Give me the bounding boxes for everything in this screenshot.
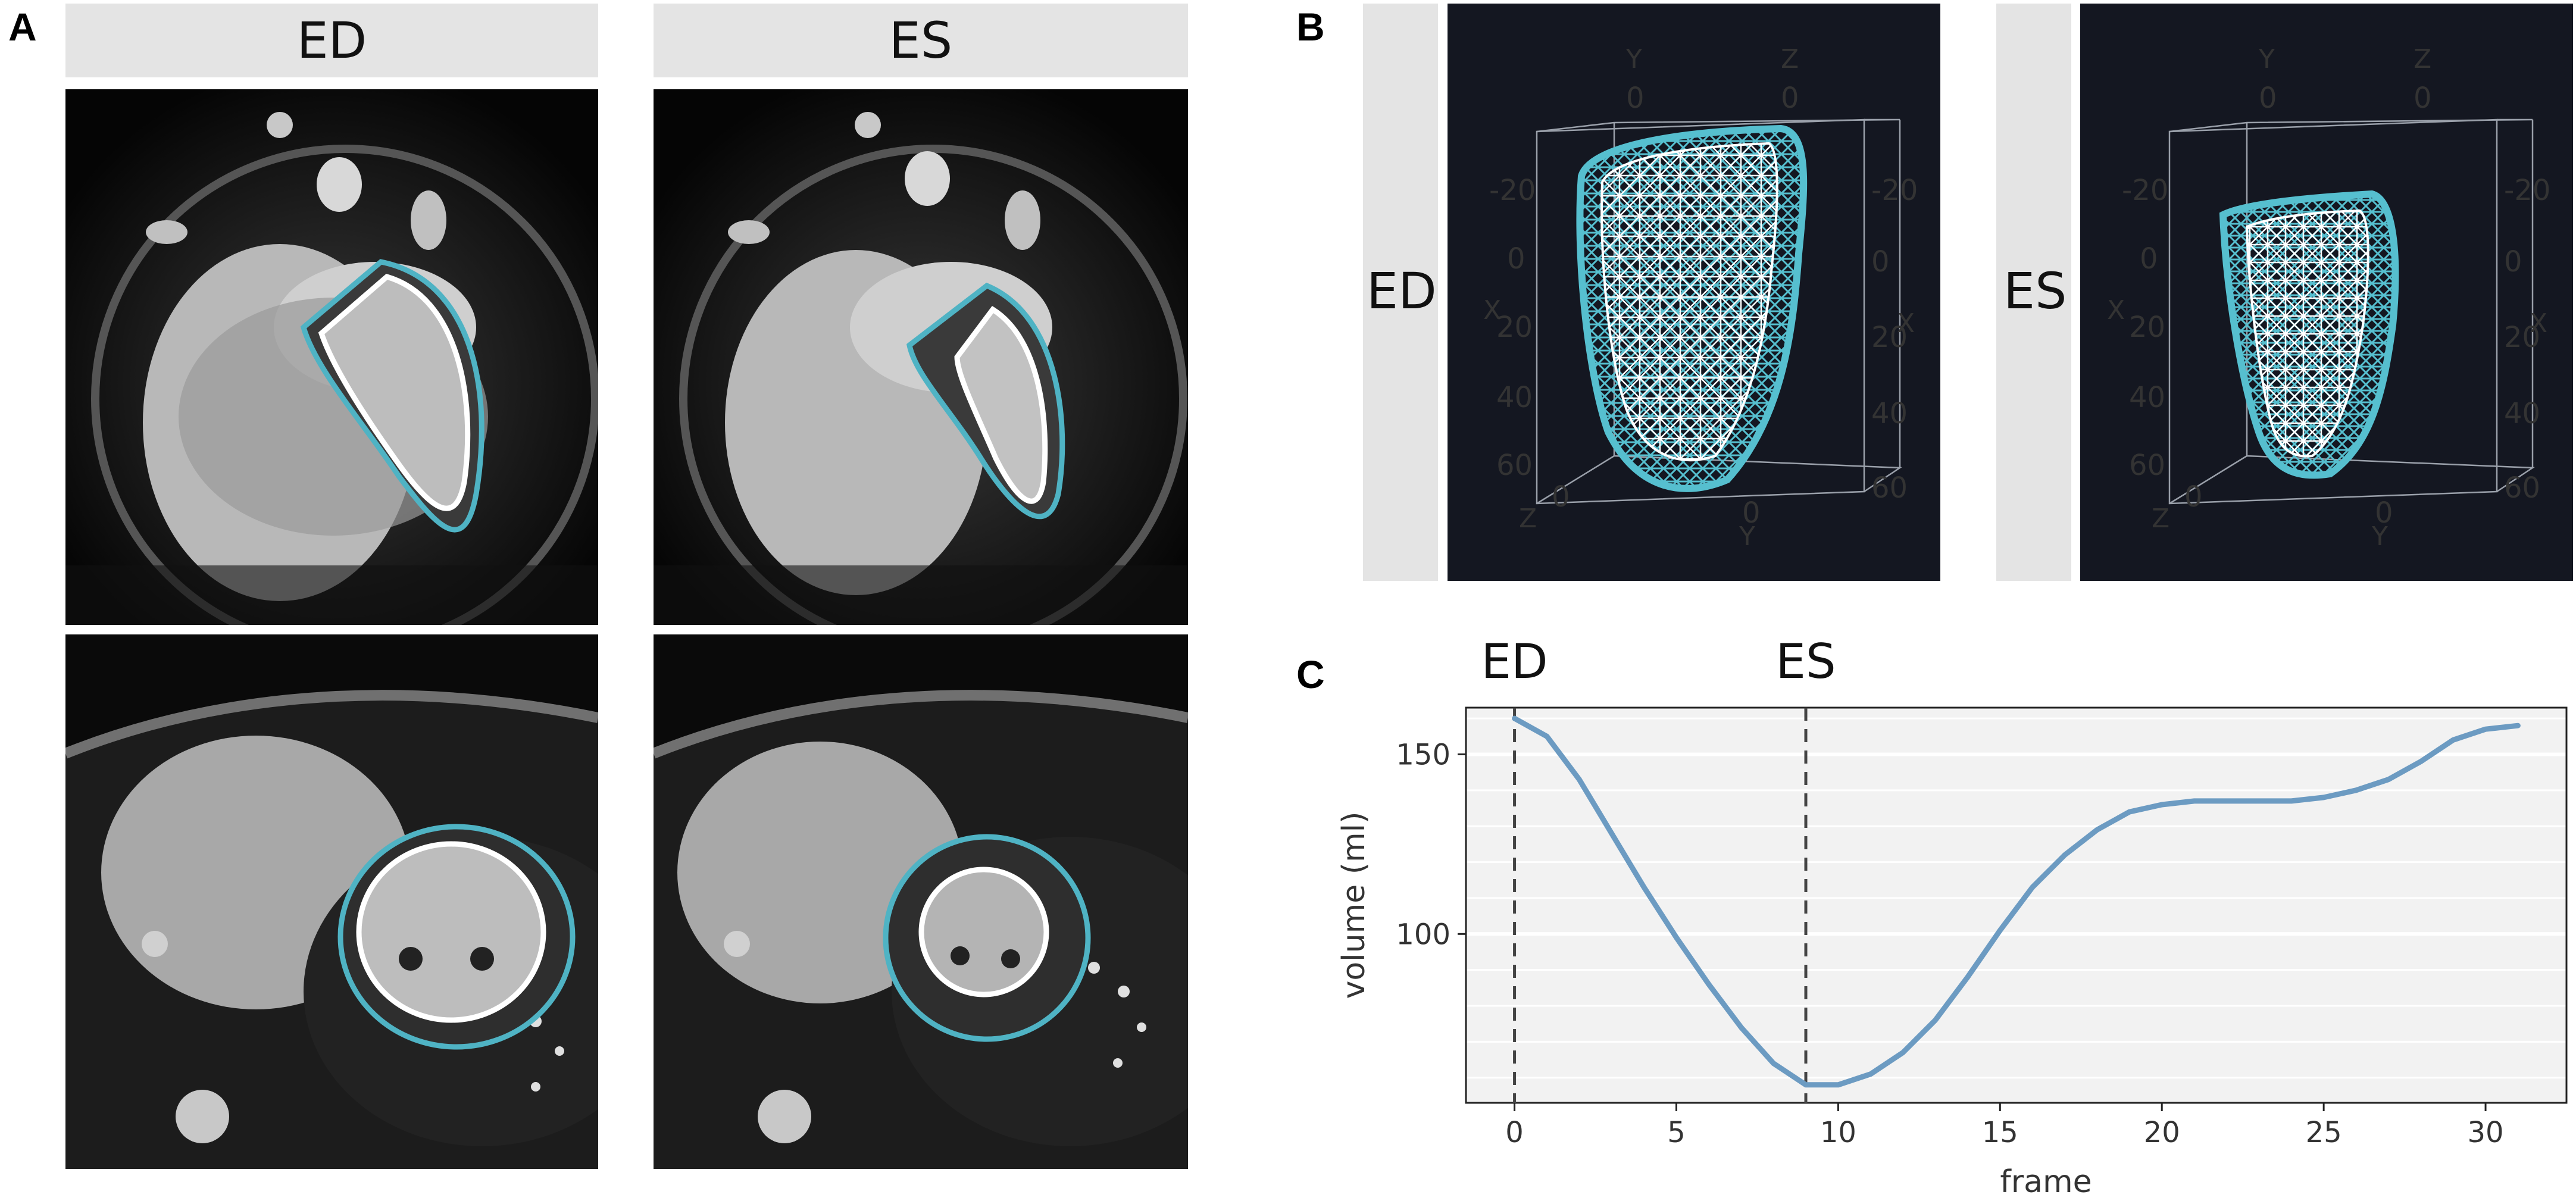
mesh-es-right-tick-4: 60	[2504, 471, 2540, 505]
mesh-3d-es: Y 0 Z 0 X X -20 0 20 40 60 -20 0 20 40 6…	[2080, 4, 2573, 581]
mesh-es-top-axis-y: Y	[2258, 44, 2275, 74]
mesh-3d-ed: Y 0 Z 0 X X -20 0 20 40 60 -20 0 20 40 6…	[1448, 4, 1940, 581]
marker-label-es: ES	[1775, 634, 1836, 689]
mesh-es-left-tick-4: 60	[2129, 449, 2165, 482]
mesh-ed-bottom-tick-z: 0	[1552, 480, 1570, 514]
x-tick-label-0: 0	[1505, 1116, 1524, 1149]
x-tick-label-3: 15	[1982, 1116, 2018, 1149]
mesh-ed-left-tick-2: 20	[1496, 311, 1533, 344]
mesh-ed-bottom-axis-y: Y	[1739, 521, 1755, 552]
panel-a-header-es: ES	[654, 4, 1188, 77]
mesh-es-right-axis: X	[2530, 308, 2547, 339]
mesh-es-bottom-tick-y: 0	[2375, 496, 2393, 530]
mesh-es-left-tick-0: -20	[2122, 174, 2168, 207]
mri-long-axis-ed	[65, 89, 598, 625]
x-tick-label-5: 25	[2306, 1116, 2342, 1149]
mesh-ed-left-axis: X	[1483, 295, 1501, 326]
panel-b-row-label-bg-es	[1996, 4, 2071, 581]
mesh-ed-bottom-tick-y: 0	[1742, 496, 1761, 530]
mesh-es-top-tick-y: 0	[2259, 82, 2277, 115]
mesh-ed-right-tick-4: 60	[1871, 471, 1908, 505]
mesh-ed-right-tick-2: 20	[1871, 321, 1908, 354]
x-axis-title: frame	[2000, 1164, 2092, 1200]
mesh-ed-left-tick-4: 60	[1496, 449, 1533, 482]
mesh-ed-right-tick-3: 40	[1871, 397, 1908, 430]
mesh-es-bottom-axis-y: Y	[2371, 521, 2388, 552]
mesh-ed-top-axis-y: Y	[1625, 44, 1642, 74]
mri-long-axis-es	[654, 89, 1188, 625]
panel-b-letter: B	[1296, 5, 1325, 49]
mesh-es-left-tick-2: 20	[2129, 311, 2165, 344]
mesh-ed-bottom-axis-z: Z	[1519, 504, 1537, 534]
mesh-ed-left-tick-1: 0	[1507, 242, 1525, 276]
plot-area	[1466, 708, 2566, 1103]
mesh-ed-top-tick-y: 0	[1626, 82, 1645, 115]
mesh-ed-right-tick-1: 0	[1871, 245, 1890, 279]
plot-frame	[1465, 706, 2568, 1104]
mesh-es-top-axis-z: Z	[2414, 44, 2431, 74]
mesh-es-right-tick-2: 20	[2504, 321, 2540, 354]
panel-a-header-ed: ED	[65, 4, 598, 77]
panel-b-row-label-bg-ed	[1363, 4, 1438, 581]
x-tick-label-1: 5	[1667, 1116, 1686, 1149]
mesh-es-left-tick-3: 40	[2129, 381, 2165, 414]
mesh-es-top-tick-z: 0	[2414, 82, 2432, 115]
x-tick-label-2: 10	[1820, 1116, 1856, 1149]
mesh-es-left-axis: X	[2107, 295, 2125, 326]
mesh-es-right-tick-0: -20	[2504, 174, 2550, 207]
panel-b-row-label-es: ES	[2003, 262, 2067, 320]
mesh-es-left-tick-1: 0	[2140, 242, 2158, 276]
marker-label-ed: ED	[1481, 634, 1548, 689]
mesh-ed-left-tick-3: 40	[1496, 381, 1533, 414]
y-axis-title: volume (ml)	[1336, 812, 1372, 999]
y-tick-label-1: 150	[1396, 738, 1450, 771]
panel-b-row-label-ed: ED	[1367, 262, 1437, 320]
mri-short-axis-es	[654, 634, 1188, 1169]
mesh-ed-right-axis: X	[1897, 308, 1915, 339]
mesh-ed-top-axis-z: Z	[1781, 44, 1799, 74]
mesh-es-bottom-axis-z: Z	[2152, 504, 2169, 534]
mesh-es-bottom-tick-z: 0	[2184, 480, 2203, 514]
mesh-es-right-tick-3: 40	[2504, 397, 2540, 430]
mesh-ed-left-tick-0: -20	[1489, 174, 1536, 207]
x-tick-label-6: 30	[2468, 1116, 2504, 1149]
mri-short-axis-ed	[65, 634, 598, 1169]
mesh-ed-right-tick-0: -20	[1871, 174, 1918, 207]
mesh-es-right-tick-1: 0	[2504, 245, 2522, 279]
mesh-ed-top-tick-z: 0	[1781, 82, 1799, 115]
panel-c-letter: C	[1296, 652, 1325, 696]
x-tick-label-4: 20	[2144, 1116, 2180, 1149]
panel-a-letter: A	[8, 5, 37, 49]
y-tick-label-0: 100	[1396, 918, 1450, 951]
series-line-0	[1512, 715, 2521, 1088]
